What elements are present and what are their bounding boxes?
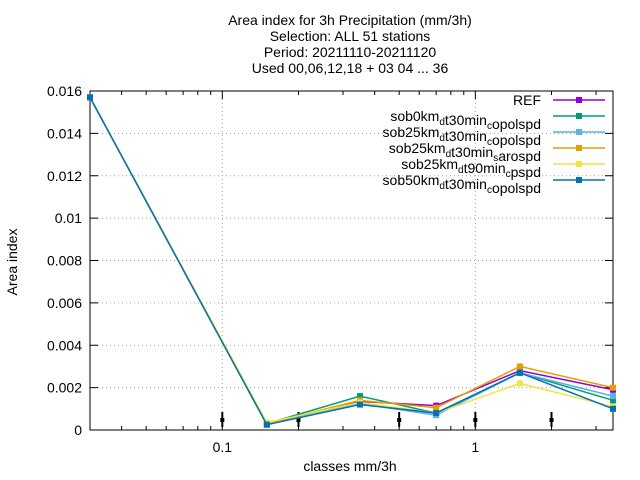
threshold-marker-point xyxy=(220,418,225,422)
data-point xyxy=(516,369,523,376)
legend-label: REF xyxy=(513,92,541,108)
y-axis-label: Area index xyxy=(4,229,20,296)
legend-label: sob0kmdt30mincopolspd xyxy=(390,108,541,132)
data-point xyxy=(516,363,523,370)
data-point xyxy=(433,410,440,417)
legend-marker xyxy=(576,113,582,119)
y-tick-label: 0.006 xyxy=(47,295,82,311)
data-point xyxy=(356,393,363,400)
title-line-1: Area index for 3h Precipitation (mm/3h) xyxy=(228,12,472,28)
axes: 0 0.002 0.004 0.006 0.008 0.01 0.012 0.014 0.016… xyxy=(47,83,614,455)
legend-marker xyxy=(576,145,582,151)
data-point xyxy=(610,397,616,404)
x-tick-label: 1 xyxy=(471,439,479,455)
legend-label: sob25kmdt30minsarospd xyxy=(389,140,541,164)
threshold-marker-point xyxy=(549,418,554,422)
y-tick-label: 0.004 xyxy=(47,337,82,353)
data-point xyxy=(610,405,616,412)
y-tick-label: 0 xyxy=(74,422,82,438)
series-line-6 xyxy=(89,96,614,426)
legend-marker xyxy=(576,161,582,167)
threshold-markers xyxy=(220,412,554,427)
legend: REFsob0kmdt30mincopolspdsob25kmdt30minco… xyxy=(383,92,605,196)
y-tick-label: 0.002 xyxy=(47,380,82,396)
legend-label: sob50kmdt30mincopolspd xyxy=(383,172,541,196)
chart-title: Area index for 3h Precipitation (mm/3h)S… xyxy=(228,12,472,76)
series-line-5 xyxy=(89,96,614,424)
title-line-3: Period: 20211110-20211120 xyxy=(264,44,437,60)
y-tick-label: 0.014 xyxy=(47,125,82,141)
title-line-4: Used 00,06,12,18 + 03 04 ... 36 xyxy=(252,60,449,76)
series xyxy=(87,94,616,428)
threshold-marker-point xyxy=(397,418,402,422)
legend-label: sob25kmdt30mincopolspd xyxy=(383,124,541,148)
y-tick-label: 0.012 xyxy=(47,168,82,184)
data-point xyxy=(433,404,440,411)
legend-marker xyxy=(576,177,582,183)
legend-marker xyxy=(576,129,582,135)
x-tick-label: 0.1 xyxy=(213,439,233,455)
grid xyxy=(90,91,613,430)
data-point xyxy=(516,380,523,387)
legend-marker xyxy=(576,97,582,103)
y-tick-label: 0.016 xyxy=(47,83,82,99)
data-point xyxy=(356,401,363,408)
title-line-2: Selection: ALL 51 stations xyxy=(270,28,431,44)
y-tick-label: 0.01 xyxy=(55,210,82,226)
y-tick-label: 0.008 xyxy=(47,253,82,269)
threshold-marker-point xyxy=(473,418,478,422)
data-point xyxy=(610,384,616,391)
data-point xyxy=(610,393,616,400)
threshold-marker-point xyxy=(296,418,301,422)
data-point xyxy=(87,94,93,101)
x-axis-label: classes mm/3h xyxy=(303,458,396,474)
legend-label: sob25kmdt90mincpspd xyxy=(401,156,541,180)
data-point xyxy=(263,421,270,428)
